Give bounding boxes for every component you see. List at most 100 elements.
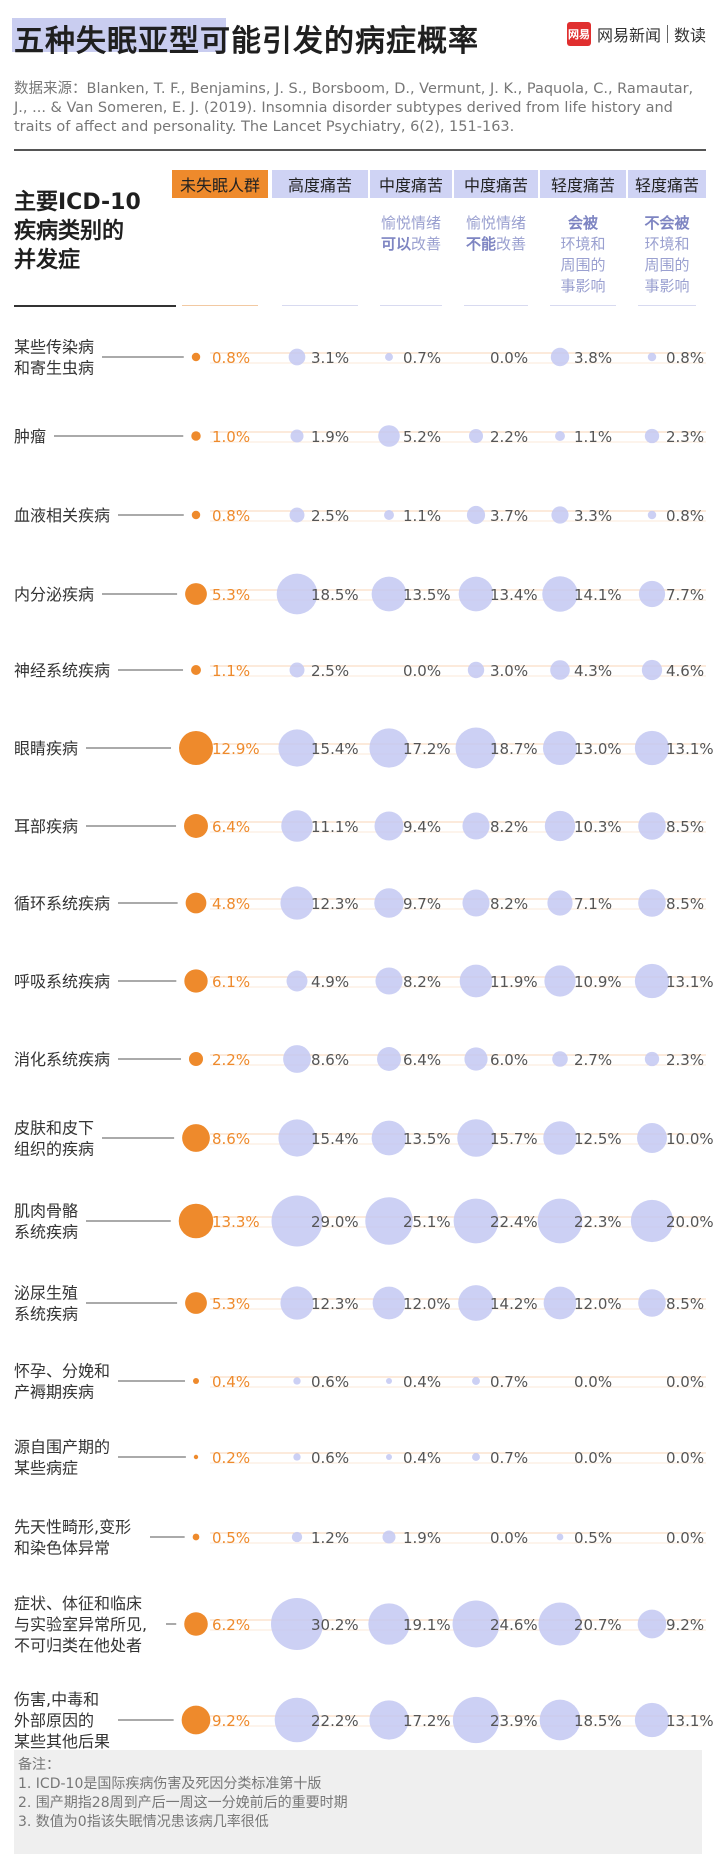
data-label: 20.0% [666,1213,714,1231]
data-label: 14.2% [490,1295,538,1313]
data-bubble [185,892,207,914]
data-bubble [271,1598,323,1650]
row-axis-title: 主要ICD-10 疾病类别的 并发症 [14,188,141,275]
data-bubble [182,1124,210,1152]
row-label: 组织的疾病 [14,1140,94,1159]
data-label: 11.1% [311,818,359,836]
data-label: 4.9% [311,973,349,991]
data-bubble [462,812,490,840]
data-bubble [542,730,578,766]
data-bubble [386,1454,392,1460]
data-bubble [386,1378,392,1384]
data-bubble [181,1705,211,1735]
data-label: 8.5% [666,1295,704,1313]
data-label: 19.1% [403,1616,451,1634]
data-label: 1.1% [212,662,250,680]
data-bubble [271,1195,323,1247]
data-label: 1.1% [403,507,441,525]
data-label: 9.4% [403,818,441,836]
data-label: 0.0% [666,1373,704,1391]
data-bubble [374,811,404,841]
data-bubble [293,1377,301,1385]
data-bubble [462,889,490,917]
data-label: 9.7% [403,895,441,913]
row-axis-underline [14,305,176,307]
data-label: 2.5% [311,507,349,525]
data-bubble [278,1119,316,1157]
data-bubble [452,1696,500,1744]
row-axis-title-line: 疾病类别的 [14,219,125,244]
data-label: 17.2% [403,1712,451,1730]
data-label: 8.6% [311,1051,349,1069]
data-label: 5.2% [403,428,441,446]
data-bubble [537,1198,583,1244]
row-label: 和寄生虫病 [14,359,94,378]
data-label: 0.0% [490,349,528,367]
data-bubble [550,347,570,367]
data-bubble [276,573,318,615]
data-label: 6.0% [490,1051,528,1069]
row-label: 肿瘤 [14,427,46,446]
data-bubble [274,1697,320,1743]
data-label: 0.0% [574,1373,612,1391]
title-highlight-bar [12,18,226,52]
data-bubble [374,888,404,918]
data-label: 8.6% [212,1130,250,1148]
data-bubble [644,428,660,444]
data-bubble [193,1454,199,1460]
data-bubble [555,431,565,441]
column-subheader: 不会被 环境和 周围的 事影响 [628,213,706,297]
column-subheader-line: 环境和 [644,235,690,253]
data-label: 25.1% [403,1213,451,1231]
data-label: 6.4% [212,818,250,836]
data-bubble [185,583,207,605]
data-label: 0.8% [666,349,704,367]
data-label: 2.7% [574,1051,612,1069]
data-label: 18.5% [311,586,359,604]
column-header: 轻度痛苦 [628,170,706,198]
data-label: 3.0% [490,662,528,680]
column-underline [464,305,528,306]
data-label: 1.1% [574,428,612,446]
data-label: 22.3% [574,1213,622,1231]
column-subheader-line: 环境和 [560,235,606,253]
data-label: 0.4% [212,1373,250,1391]
data-bubble [539,1699,581,1741]
data-bubble [278,729,316,767]
brand-section: 数读 [673,26,706,45]
row-label: 消化系统疾病 [14,1050,110,1069]
column-underline [550,305,616,306]
title-rest-text: 可能引发的病症概率 [200,24,479,59]
data-bubble [466,505,486,525]
data-label: 8.5% [666,818,704,836]
data-bubble [283,1045,311,1073]
data-bubble [281,810,313,842]
data-label: 4.3% [574,662,612,680]
column-header: 高度痛苦 [272,170,368,198]
row-label: 某些其他后果 [14,1732,110,1751]
data-bubble [455,727,497,769]
data-label: 7.7% [666,586,704,604]
data-bubble [634,963,670,999]
row-axis-title-line: 并发症 [14,248,81,273]
data-bubble [543,1121,577,1155]
data-bubble [467,661,485,679]
data-label: 18.5% [574,1712,622,1730]
data-label: 12.3% [311,1295,359,1313]
column-subheader-line: 周围的 [644,256,690,274]
data-bubble [552,1051,568,1067]
brand-divider [666,25,668,43]
data-label: 12.0% [574,1295,622,1313]
column-header: 中度痛苦 [454,170,538,198]
data-label: 0.0% [490,1529,528,1547]
column-underline [638,305,696,306]
data-bubble [457,1119,495,1157]
row-label: 系统疾病 [14,1305,78,1324]
data-label: 30.2% [311,1616,359,1634]
data-label: 14.1% [574,586,622,604]
data-label: 23.9% [490,1712,538,1730]
brand-name: 网易新闻 [596,26,661,45]
data-bubble [369,728,409,768]
data-label: 13.3% [212,1213,260,1231]
row-label: 眼睛疾病 [14,739,78,758]
